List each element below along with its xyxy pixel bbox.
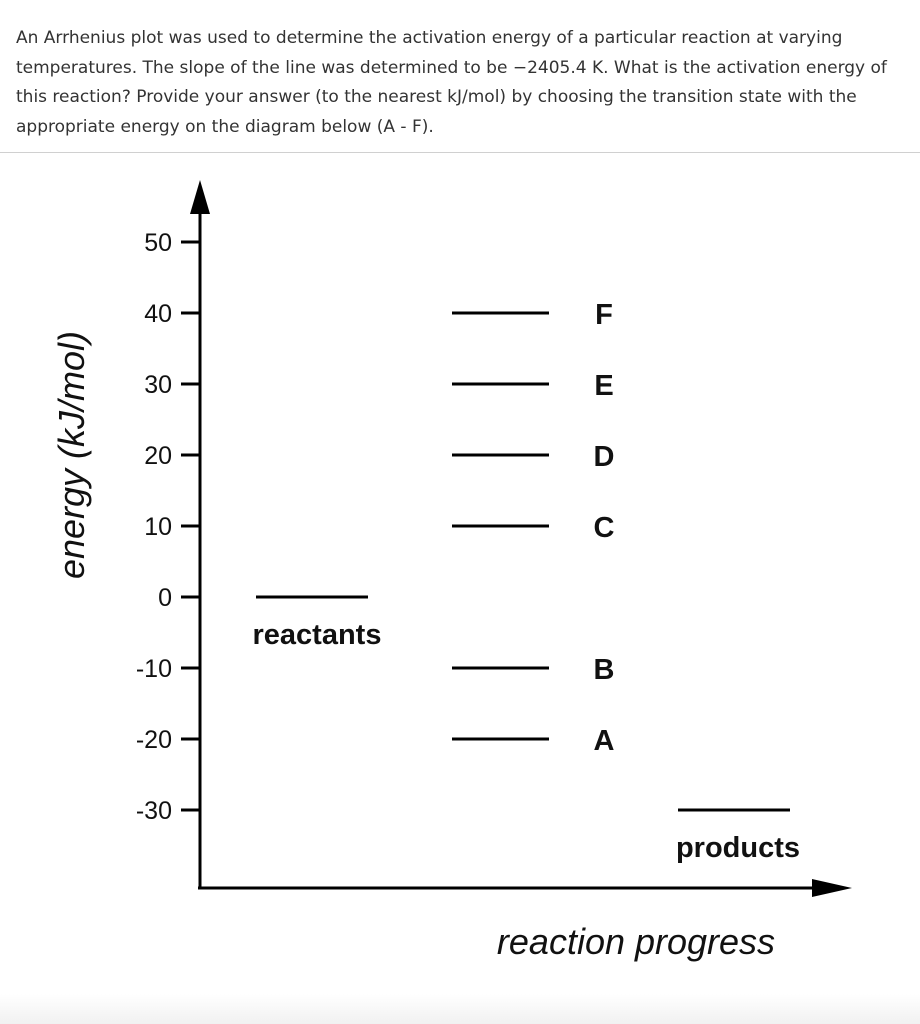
y-tick-label: -30 bbox=[136, 797, 172, 825]
y-tick-label: 20 bbox=[144, 442, 172, 470]
divider bbox=[0, 152, 920, 153]
transition-state-a-label: A bbox=[594, 725, 615, 757]
transition-state-d-label: D bbox=[594, 441, 615, 473]
axes bbox=[190, 180, 852, 897]
y-tick-label: -20 bbox=[136, 726, 172, 754]
y-tick-label: 0 bbox=[158, 584, 172, 612]
y-tick-label: 40 bbox=[144, 300, 172, 328]
y-ticks: 50 40 30 20 10 0 -10 -20 -30 bbox=[136, 229, 200, 825]
transition-state-c-label: C bbox=[594, 512, 615, 544]
y-axis-arrowhead bbox=[190, 180, 210, 214]
y-tick-label: -10 bbox=[136, 655, 172, 683]
transition-state-f-label: F bbox=[595, 299, 613, 331]
question-text: An Arrhenius plot was used to determine … bbox=[16, 28, 887, 137]
transition-state-e-label: E bbox=[594, 370, 613, 402]
reactants-label: reactants bbox=[253, 619, 382, 651]
x-axis-title: reaction progress bbox=[497, 921, 775, 962]
y-axis-title: energy (kJ/mol) bbox=[51, 331, 92, 579]
y-tick-label: 10 bbox=[144, 513, 172, 541]
products-label: products bbox=[676, 832, 800, 864]
page-footer-shade bbox=[0, 994, 920, 1024]
x-axis-arrowhead bbox=[812, 879, 852, 897]
y-tick-label: 50 bbox=[144, 229, 172, 257]
transition-state-b-label: B bbox=[594, 654, 615, 686]
y-tick-label: 30 bbox=[144, 371, 172, 399]
